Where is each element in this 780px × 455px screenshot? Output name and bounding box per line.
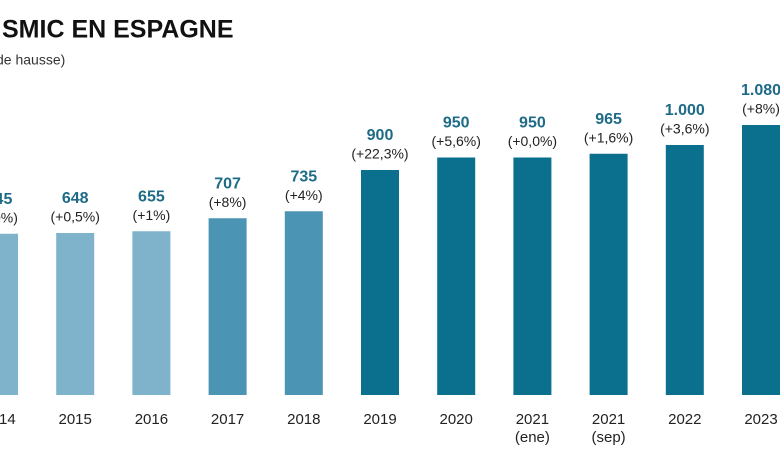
- bar: [513, 157, 552, 395]
- x-tick-label: 2018: [287, 411, 320, 428]
- value-label: 965: [595, 111, 622, 128]
- value-label: 648: [62, 190, 89, 207]
- bar: [284, 211, 323, 395]
- value-label: 655: [138, 188, 165, 205]
- x-tick-label: 2023: [744, 411, 777, 428]
- change-label: (+22,3%): [351, 146, 408, 162]
- change-label: (+3,6%): [660, 121, 709, 137]
- bar: [56, 233, 95, 395]
- x-tick-label: 2021: [516, 411, 549, 428]
- change-label: (+8%): [209, 194, 247, 210]
- change-label: (+0,0%): [508, 133, 557, 149]
- bar: [742, 125, 780, 395]
- change-label: (+0%): [0, 209, 18, 225]
- bar: [132, 231, 171, 395]
- x-tick-label: 2021: [592, 411, 625, 428]
- x-tick-label: 2017: [211, 411, 244, 428]
- change-label: (+8%): [742, 101, 780, 117]
- change-label: (+4%): [285, 187, 323, 203]
- x-tick-note: (ene): [515, 429, 550, 446]
- bar: [0, 233, 18, 395]
- bar: [589, 153, 628, 395]
- bar: [361, 170, 399, 395]
- x-tick-label: 2016: [135, 411, 168, 428]
- value-label: 1.000: [665, 102, 705, 119]
- value-label: 950: [519, 115, 546, 132]
- change-label: (+1,6%): [584, 129, 633, 145]
- value-label: 900: [367, 127, 394, 144]
- value-label: 1.080: [741, 82, 780, 99]
- x-tick-label: 2019: [363, 411, 396, 428]
- x-tick-label: 2020: [440, 411, 473, 428]
- x-tick-label: 2014: [0, 411, 16, 428]
- value-label: 735: [290, 168, 317, 185]
- bar: [208, 218, 247, 395]
- x-tick-label: 2015: [59, 411, 92, 428]
- x-tick-label: 2022: [668, 411, 701, 428]
- change-label: (+5,6%): [431, 133, 480, 149]
- bar: [437, 157, 476, 395]
- chart-subtitle: de hausse): [0, 52, 65, 68]
- value-label: 950: [443, 115, 470, 132]
- change-label: (+1%): [133, 207, 171, 223]
- value-label: 707: [214, 175, 241, 192]
- chart-title: SMIC EN ESPAGNE: [2, 16, 234, 44]
- x-tick-note: (sep): [592, 429, 626, 446]
- bar: [665, 145, 704, 395]
- value-label: 645: [0, 191, 12, 208]
- change-label: (+0,5%): [50, 209, 99, 225]
